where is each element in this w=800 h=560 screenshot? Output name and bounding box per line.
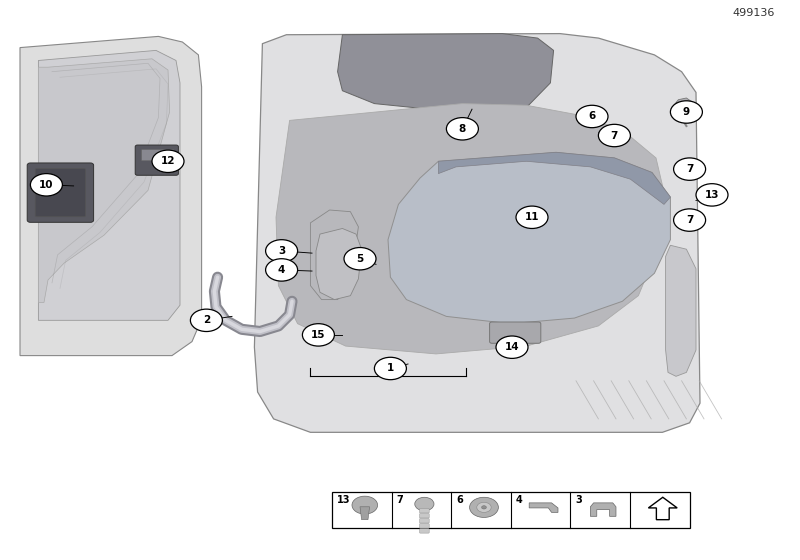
Circle shape: [516, 206, 548, 228]
Circle shape: [266, 240, 298, 262]
Text: 12: 12: [161, 156, 175, 166]
Circle shape: [477, 502, 491, 512]
Text: 7: 7: [610, 130, 618, 141]
Polygon shape: [254, 34, 700, 432]
Circle shape: [266, 259, 298, 281]
FancyBboxPatch shape: [419, 529, 429, 533]
Text: 13: 13: [705, 190, 719, 200]
FancyBboxPatch shape: [135, 145, 178, 175]
Circle shape: [696, 184, 728, 206]
Text: 5: 5: [356, 254, 364, 264]
FancyBboxPatch shape: [419, 524, 429, 528]
Circle shape: [674, 209, 706, 231]
Circle shape: [482, 506, 486, 509]
Polygon shape: [672, 98, 692, 115]
Text: 14: 14: [505, 342, 519, 352]
Circle shape: [576, 105, 608, 128]
FancyBboxPatch shape: [419, 514, 429, 518]
Text: 15: 15: [311, 330, 326, 340]
Circle shape: [352, 496, 378, 514]
Text: 8: 8: [458, 124, 466, 134]
Text: 4: 4: [516, 494, 522, 505]
Circle shape: [152, 150, 184, 172]
Polygon shape: [276, 104, 666, 354]
Text: 3: 3: [278, 246, 286, 256]
Text: 7: 7: [397, 494, 403, 505]
Text: 499136: 499136: [732, 8, 774, 18]
Circle shape: [470, 497, 498, 517]
FancyBboxPatch shape: [419, 508, 429, 513]
Polygon shape: [316, 228, 362, 300]
FancyBboxPatch shape: [490, 322, 541, 343]
Text: 7: 7: [686, 215, 694, 225]
Text: 9: 9: [683, 107, 690, 117]
Polygon shape: [310, 210, 358, 300]
Circle shape: [414, 497, 434, 511]
Polygon shape: [529, 503, 558, 512]
Text: 6: 6: [588, 111, 596, 122]
Polygon shape: [648, 497, 677, 520]
Polygon shape: [590, 503, 616, 516]
Polygon shape: [438, 152, 670, 204]
Circle shape: [598, 124, 630, 147]
Polygon shape: [338, 34, 554, 111]
Polygon shape: [38, 59, 170, 302]
FancyBboxPatch shape: [142, 150, 174, 161]
Circle shape: [670, 101, 702, 123]
Polygon shape: [20, 36, 202, 356]
Circle shape: [344, 248, 376, 270]
Text: 13: 13: [337, 494, 350, 505]
Text: 7: 7: [686, 164, 694, 174]
FancyBboxPatch shape: [419, 519, 429, 523]
Text: 1: 1: [386, 363, 394, 374]
Polygon shape: [388, 152, 670, 324]
FancyBboxPatch shape: [27, 163, 94, 222]
Circle shape: [190, 309, 222, 332]
Circle shape: [302, 324, 334, 346]
Circle shape: [374, 357, 406, 380]
Text: 6: 6: [456, 494, 462, 505]
Polygon shape: [38, 50, 180, 320]
Circle shape: [446, 118, 478, 140]
Polygon shape: [666, 245, 696, 376]
Polygon shape: [360, 507, 370, 520]
FancyBboxPatch shape: [332, 492, 690, 528]
Text: 4: 4: [278, 265, 286, 275]
Text: 3: 3: [575, 494, 582, 505]
FancyBboxPatch shape: [35, 169, 86, 217]
Circle shape: [496, 336, 528, 358]
Text: 11: 11: [525, 212, 539, 222]
Circle shape: [674, 158, 706, 180]
Text: 10: 10: [39, 180, 54, 190]
Circle shape: [30, 174, 62, 196]
Text: 2: 2: [202, 315, 210, 325]
